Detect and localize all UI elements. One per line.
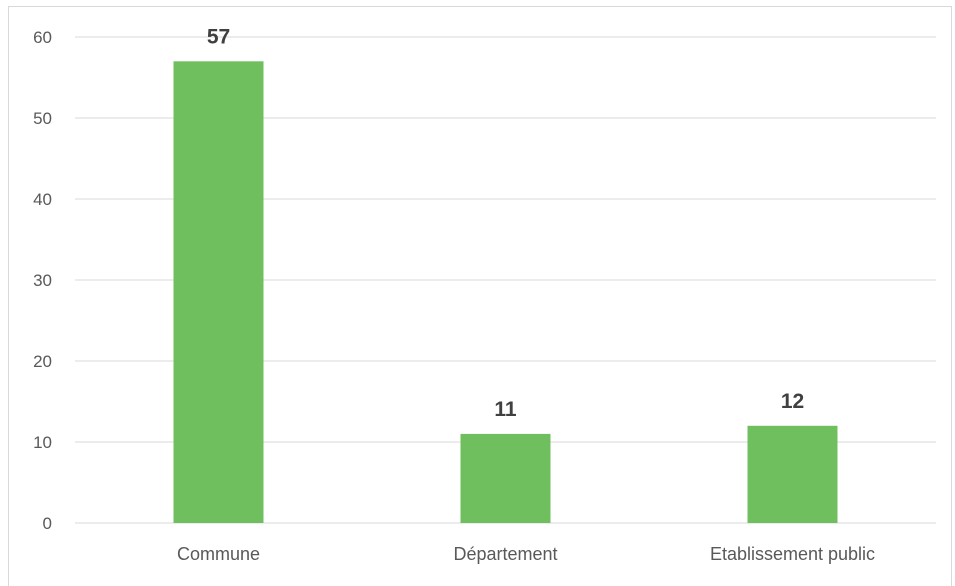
y-tick-label-20: 20 xyxy=(33,352,52,371)
y-tick-label-60: 60 xyxy=(33,28,52,47)
x-category-label-0: Commune xyxy=(177,544,260,564)
data-label-0: 57 xyxy=(207,25,230,48)
bar-1 xyxy=(460,433,551,523)
data-label-2: 12 xyxy=(781,390,804,413)
y-tick-label-40: 40 xyxy=(33,190,52,209)
bar-0 xyxy=(173,61,264,524)
data-label-1: 11 xyxy=(494,398,517,421)
bar-2 xyxy=(747,425,838,523)
data-labels: 57 11 12 xyxy=(207,25,804,421)
y-tick-label-0: 0 xyxy=(43,514,52,533)
y-tick-label-50: 50 xyxy=(33,109,52,128)
y-tick-label-10: 10 xyxy=(33,433,52,452)
y-axis-tick-labels: 0 10 20 30 40 50 60 xyxy=(33,28,52,533)
x-category-label-1: Département xyxy=(453,544,557,564)
x-axis-category-labels: Commune Département Etablissement public xyxy=(177,544,875,564)
bars xyxy=(173,61,838,524)
x-category-label-2: Etablissement public xyxy=(710,544,875,564)
y-tick-label-30: 30 xyxy=(33,271,52,290)
